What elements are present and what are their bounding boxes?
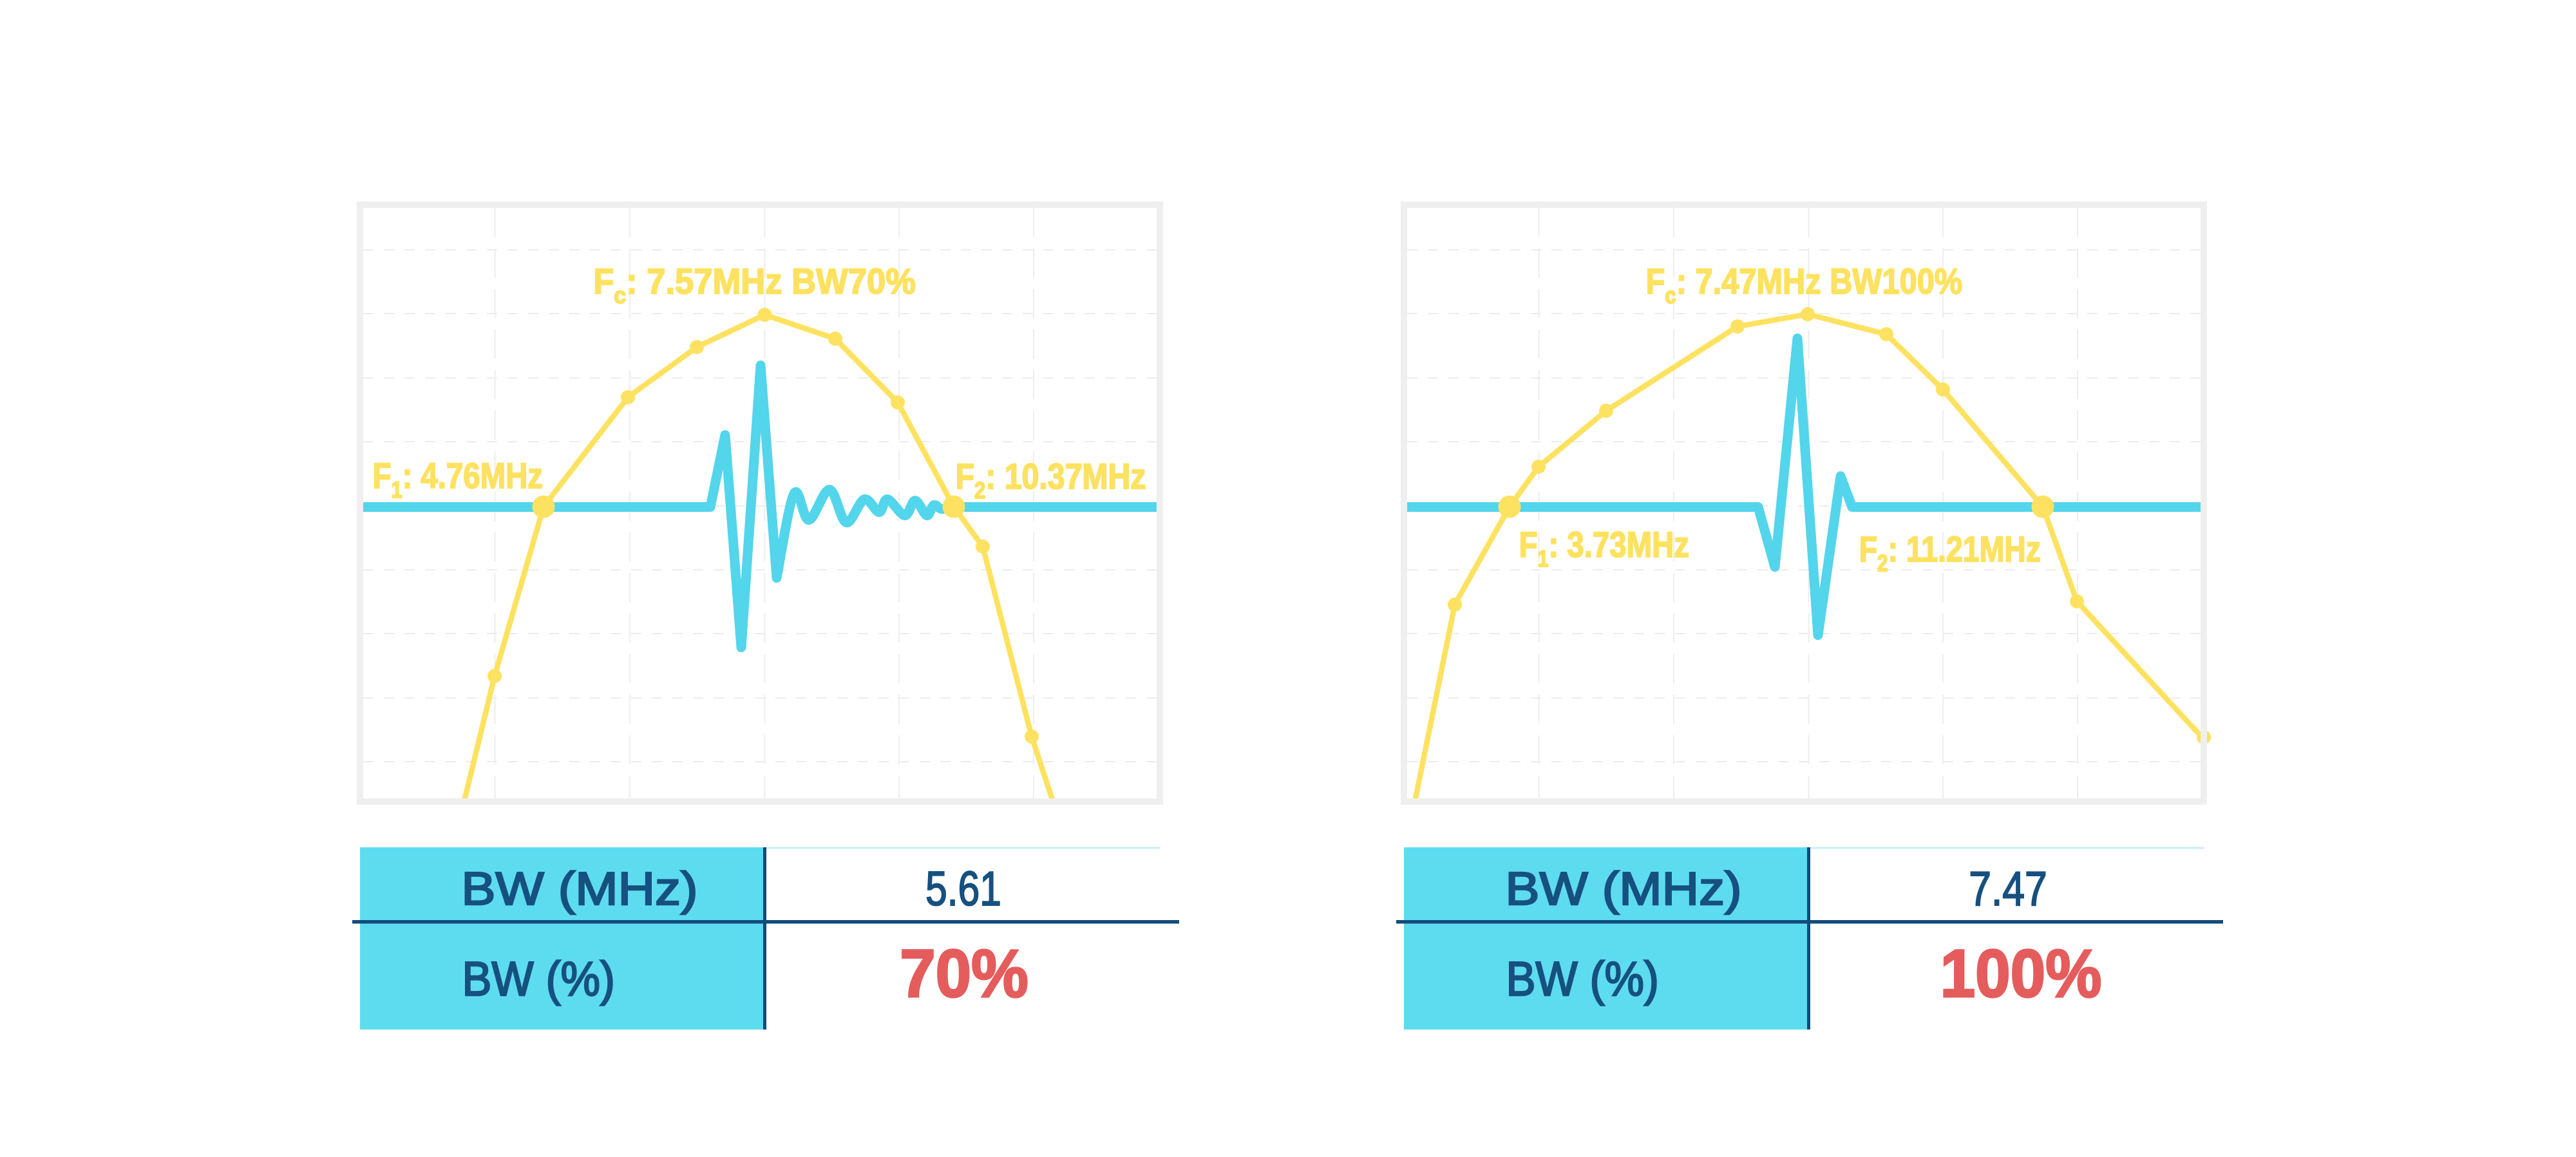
svg-text:7.47: 7.47 xyxy=(1969,862,2047,916)
svg-text:BW (MHz): BW (MHz) xyxy=(461,863,697,916)
svg-text:100%: 100% xyxy=(1940,936,2102,1011)
svg-text:BW (MHz): BW (MHz) xyxy=(1505,863,1741,916)
svg-text:F2: 11.21MHz: F2: 11.21MHz xyxy=(1859,529,2041,577)
svg-text:5.61: 5.61 xyxy=(925,862,1001,916)
svg-text:Fc: 7.47MHz BW100%: Fc: 7.47MHz BW100% xyxy=(1646,261,1963,309)
svg-text:BW (%): BW (%) xyxy=(462,952,615,1006)
svg-text:BW (%): BW (%) xyxy=(1506,952,1659,1006)
svg-text:Fc: 7.57MHz BW70%: Fc: 7.57MHz BW70% xyxy=(593,261,916,308)
svg-text:F2: 10.37MHz: F2: 10.37MHz xyxy=(956,457,1146,504)
svg-text:70%: 70% xyxy=(900,936,1028,1011)
